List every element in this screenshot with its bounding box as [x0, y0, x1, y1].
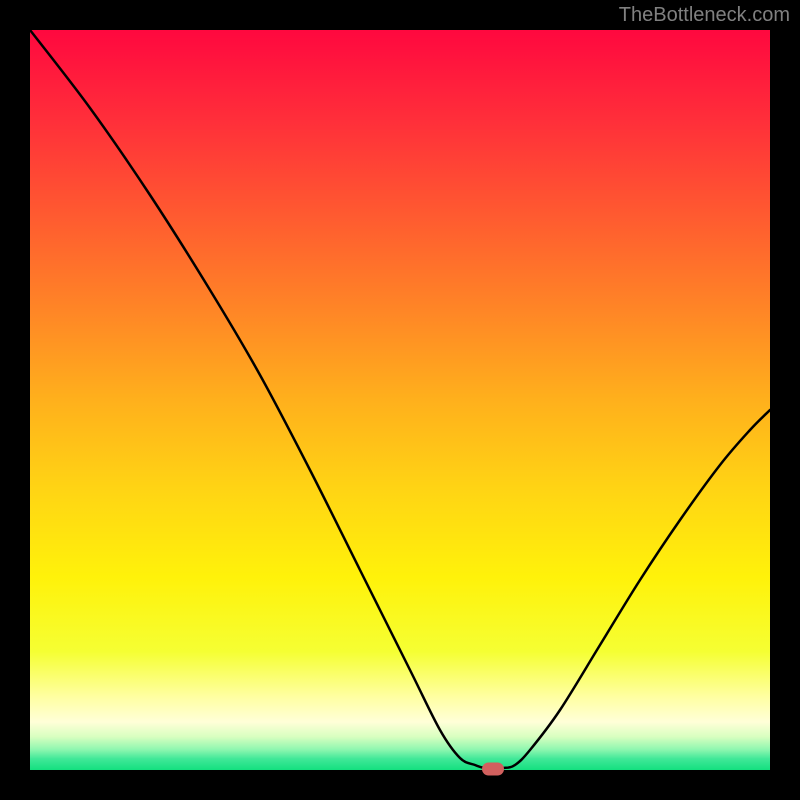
- minimum-marker: [482, 762, 504, 775]
- chart-container: TheBottleneck.com: [0, 0, 800, 800]
- plot-area: [30, 30, 770, 770]
- curve-path: [30, 30, 770, 768]
- watermark-text: TheBottleneck.com: [619, 4, 790, 27]
- bottleneck-curve: [30, 30, 770, 770]
